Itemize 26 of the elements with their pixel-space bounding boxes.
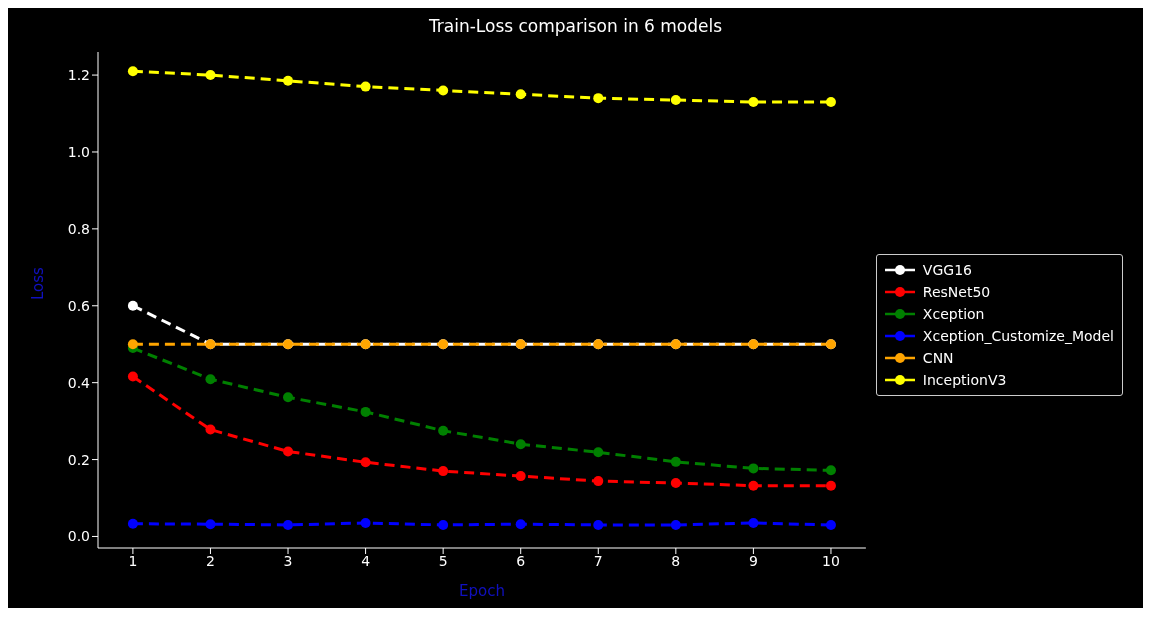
legend-label: VGG16 — [922, 262, 972, 278]
y-tick-label: 0.0 — [67, 528, 90, 545]
x-tick-label: 5 — [438, 552, 448, 569]
chart-title: Train-Loss comparison in 6 models — [427, 15, 724, 38]
legend-label: InceptionV3 — [922, 372, 1007, 388]
x-tick-label: 8 — [671, 552, 681, 569]
y-tick-label: 0.8 — [67, 220, 90, 237]
x-tick-label: 10 — [822, 552, 840, 569]
x-tick-label: 2 — [206, 552, 215, 569]
y-axis-title: Loss — [29, 266, 48, 300]
y-tick-label: 0.2 — [67, 451, 90, 468]
legend-label: CNN — [922, 350, 954, 366]
x-tick-label: 7 — [593, 552, 603, 569]
x-tick-label: 6 — [516, 552, 526, 569]
y-tick-label: 1.0 — [67, 143, 90, 160]
x-tick-label: 4 — [361, 552, 371, 569]
x-tick-label: 3 — [283, 552, 293, 569]
x-tick-label: 1 — [128, 552, 138, 569]
legend-label: Xception_Customize_Model — [922, 328, 1114, 344]
y-tick-label: 1.2 — [67, 67, 90, 84]
y-tick-label: 0.6 — [67, 297, 91, 314]
y-tick-label: 0.4 — [67, 374, 91, 391]
x-tick-label: 9 — [748, 552, 758, 569]
x-axis-title: Epoch — [458, 582, 505, 600]
legend-label: ResNet50 — [922, 284, 991, 300]
legend-label: Xception — [922, 306, 985, 322]
